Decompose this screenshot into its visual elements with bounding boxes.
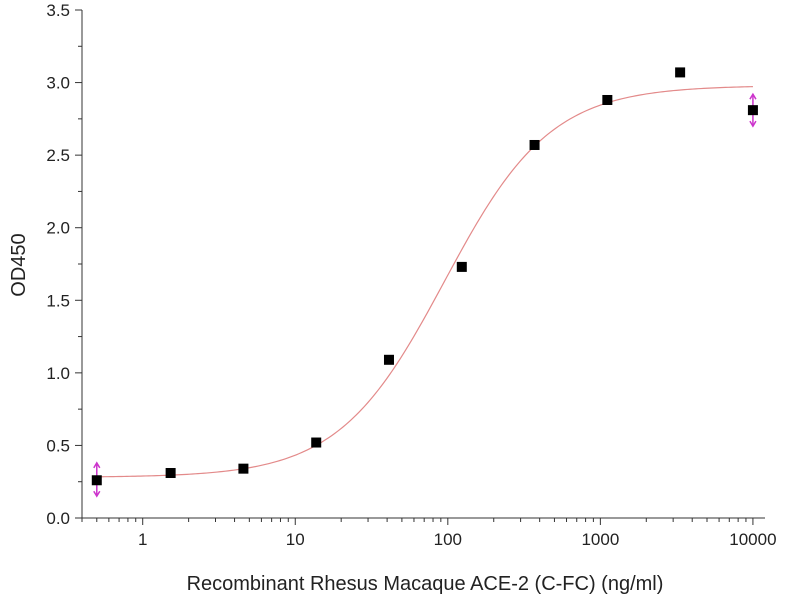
y-tick-label: 1.0 [46, 364, 70, 383]
data-point [383, 354, 394, 365]
y-tick-label: 0.0 [46, 509, 70, 528]
y-axis-title: OD450 [8, 233, 30, 296]
error-bar-cap-top [93, 461, 101, 469]
x-tick-label: 10000 [729, 530, 776, 549]
x-tick-label: 100 [434, 530, 462, 549]
data-point [675, 67, 686, 78]
x-tick-label: 1000 [581, 530, 619, 549]
data-point [602, 94, 613, 105]
x-tick-label: 1 [138, 530, 147, 549]
x-axis-title: Recombinant Rhesus Macaque ACE-2 (C-FC) … [187, 573, 664, 595]
y-tick-label: 3.5 [46, 1, 70, 20]
x-tick-label: 10 [286, 530, 305, 549]
fit-curve [96, 86, 753, 478]
error-bar-cap-bottom [749, 120, 757, 128]
data-point [238, 463, 249, 474]
y-tick-label: 2.5 [46, 146, 70, 165]
data-point [91, 475, 102, 486]
axes: 0.0 0.5 1.0 1.5 2.0 2.5 3.0 3.5 1 10 100 1000 10000 [46, 1, 776, 549]
data-point [165, 468, 176, 479]
y-tick-label: 0.5 [46, 436, 70, 455]
data-point [311, 437, 322, 448]
error-bar-cap-top [749, 92, 757, 100]
data-point [747, 105, 758, 116]
y-tick-label: 3.0 [46, 74, 70, 93]
error-bars [93, 92, 757, 498]
y-tick-label: 1.5 [46, 291, 70, 310]
data-point [456, 261, 467, 272]
y-tick-label: 2.0 [46, 219, 70, 238]
error-bar-cap-bottom [93, 490, 101, 498]
data-point [529, 139, 540, 150]
data-points [91, 67, 758, 486]
